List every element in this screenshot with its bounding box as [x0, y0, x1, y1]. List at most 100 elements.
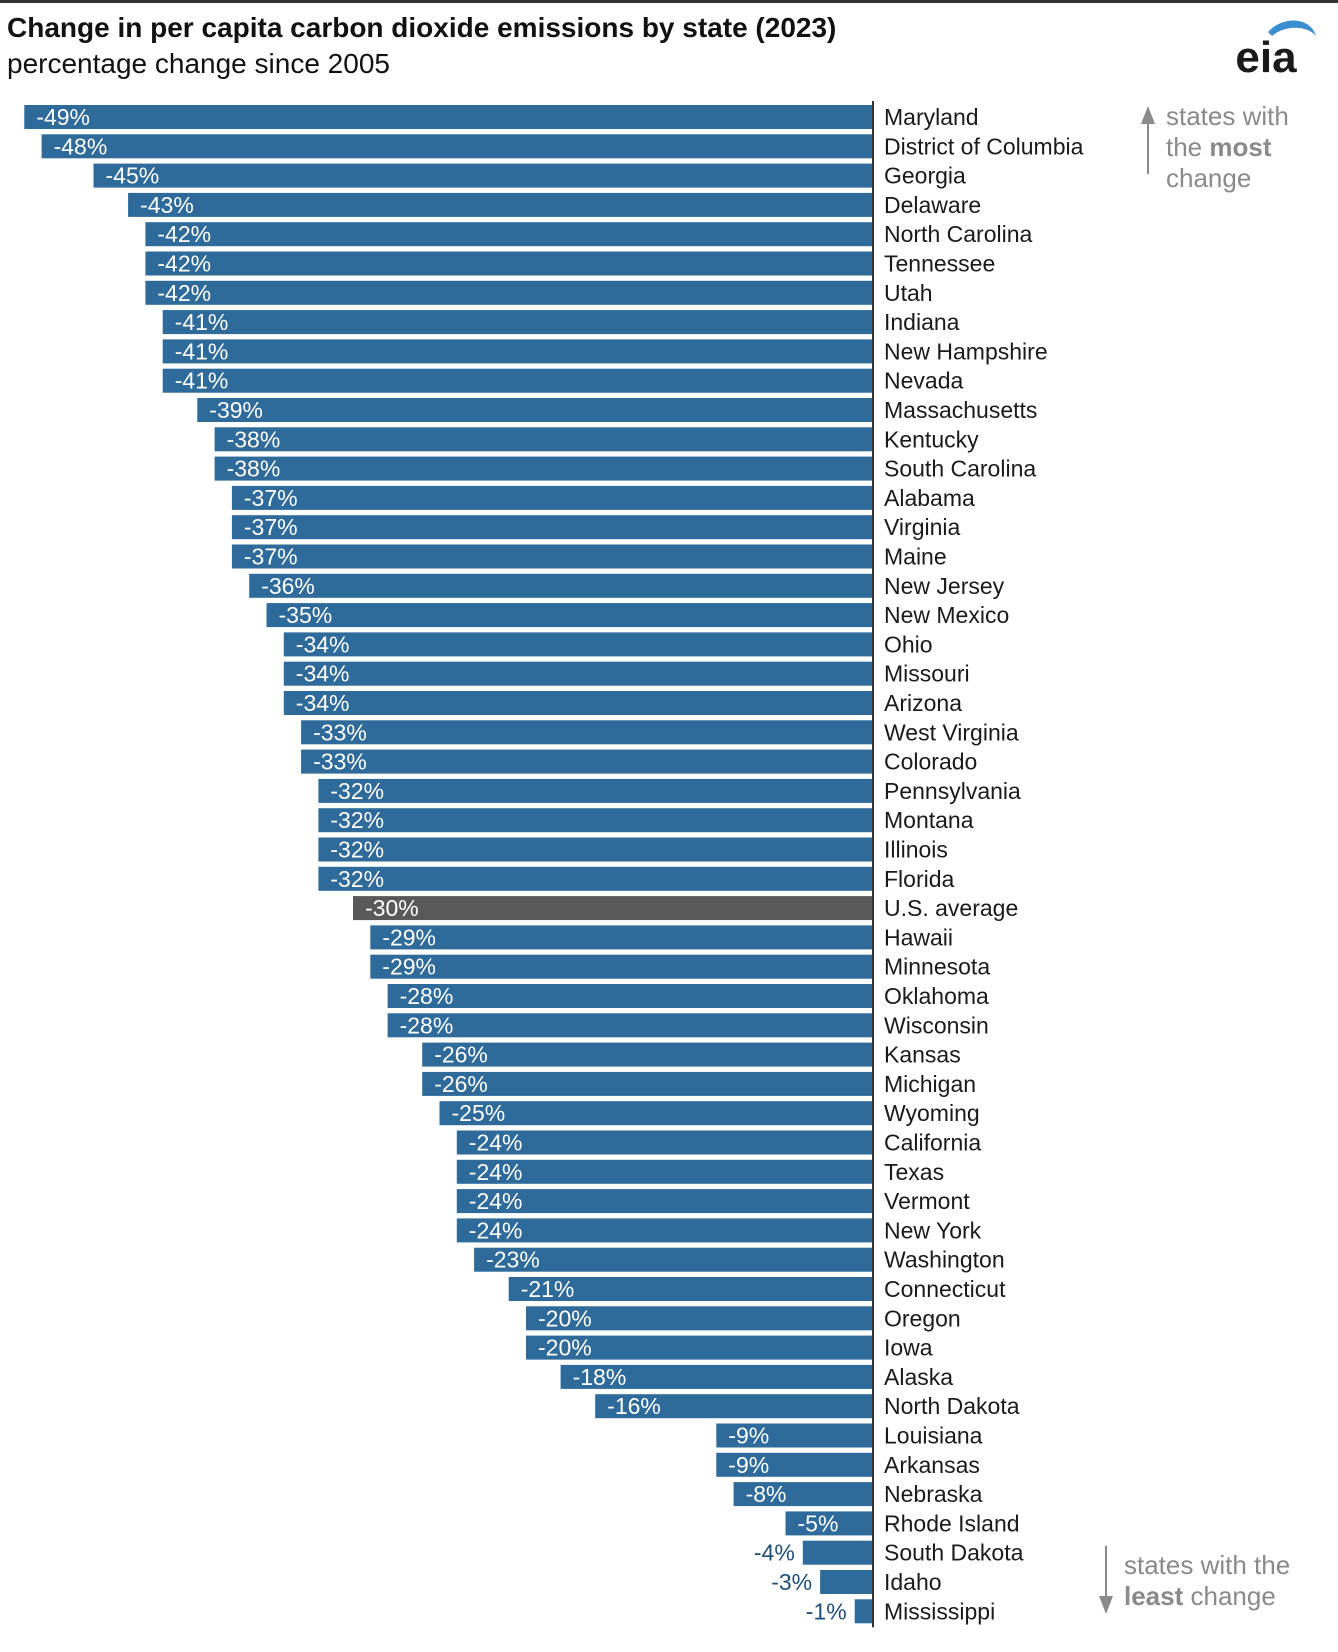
category-label-vermont: Vermont — [884, 1188, 970, 1214]
bar-south-carolina — [214, 456, 873, 481]
category-label-u-s-average: U.S. average — [884, 895, 1018, 921]
category-label-alaska: Alaska — [884, 1364, 953, 1390]
bar-utah — [145, 280, 872, 305]
category-label-ohio: Ohio — [884, 631, 933, 657]
bars-group: -49% Maryland -48% District of Columbia -45%… — [24, 104, 1084, 1624]
bar-north-carolina — [145, 222, 872, 247]
bar-nevada — [162, 368, 872, 393]
bar-tennessee — [145, 251, 872, 276]
value-label-u-s-average: -30% — [365, 895, 419, 921]
value-label-massachusetts: -39% — [209, 397, 263, 423]
bar-indiana — [162, 310, 872, 335]
value-label-rhode-island: -5% — [798, 1510, 839, 1536]
category-label-nebraska: Nebraska — [884, 1481, 983, 1507]
bar-u-s-average — [353, 896, 872, 921]
bar-texas — [456, 1159, 872, 1184]
value-label-delaware: -43% — [140, 192, 194, 218]
note-least-bold: least — [1124, 1581, 1184, 1611]
bar-mississippi — [854, 1599, 872, 1624]
value-label-iowa: -20% — [538, 1335, 592, 1361]
value-label-georgia: -45% — [106, 163, 160, 189]
bar-arkansas — [716, 1452, 872, 1477]
bar-hawaii — [370, 925, 872, 950]
category-label-wyoming: Wyoming — [884, 1100, 980, 1126]
category-label-connecticut: Connecticut — [884, 1276, 1006, 1302]
category-label-arkansas: Arkansas — [884, 1452, 980, 1478]
category-label-michigan: Michigan — [884, 1071, 976, 1097]
value-label-oklahoma: -28% — [400, 983, 454, 1009]
category-label-massachusetts: Massachusetts — [884, 397, 1037, 423]
category-label-north-dakota: North Dakota — [884, 1393, 1020, 1419]
value-label-louisiana: -9% — [728, 1423, 769, 1449]
category-label-north-carolina: North Carolina — [884, 221, 1032, 247]
category-label-indiana: Indiana — [884, 309, 960, 335]
bar-south-dakota — [802, 1540, 872, 1565]
bar-north-dakota — [595, 1394, 872, 1419]
note-least-change: states with the least change — [1124, 1550, 1290, 1612]
value-label-minnesota: -29% — [382, 954, 436, 980]
value-label-north-dakota: -16% — [607, 1393, 661, 1419]
category-label-california: California — [884, 1130, 981, 1156]
bar-alabama — [231, 485, 872, 510]
category-label-utah: Utah — [884, 280, 933, 306]
value-label-arkansas: -9% — [728, 1452, 769, 1478]
value-label-montana: -32% — [330, 807, 384, 833]
bar-wyoming — [439, 1101, 872, 1126]
bar-new-jersey — [249, 573, 872, 598]
value-label-tennessee: -42% — [157, 251, 211, 277]
value-label-pennsylvania: -32% — [330, 778, 384, 804]
bar-georgia — [93, 163, 872, 188]
value-label-wyoming: -25% — [452, 1100, 506, 1126]
category-label-kentucky: Kentucky — [884, 426, 979, 452]
bar-montana — [318, 808, 872, 833]
value-label-idaho: -3% — [771, 1569, 812, 1595]
bar-new-mexico — [266, 603, 872, 628]
value-label-texas: -24% — [469, 1159, 523, 1185]
note-least-line1: states with the — [1124, 1550, 1291, 1580]
category-label-delaware: Delaware — [884, 192, 981, 218]
bar-ohio — [283, 632, 872, 657]
bar-maryland — [24, 105, 873, 129]
value-label-oregon: -20% — [538, 1305, 592, 1331]
value-label-maine: -37% — [244, 544, 298, 570]
bar-new-york — [456, 1218, 872, 1243]
category-label-oklahoma: Oklahoma — [884, 983, 989, 1009]
value-label-ohio: -34% — [296, 631, 350, 657]
bar-alaska — [560, 1364, 872, 1389]
category-label-nevada: Nevada — [884, 368, 963, 394]
value-label-new-jersey: -36% — [261, 573, 315, 599]
category-label-new-mexico: New Mexico — [884, 602, 1009, 628]
chart-subtitle: percentage change since 2005 — [7, 48, 390, 79]
value-label-west-virginia: -33% — [313, 719, 367, 745]
category-label-new-jersey: New Jersey — [884, 573, 1005, 599]
bar-oregon — [526, 1306, 872, 1331]
bar-colorado — [301, 749, 873, 774]
value-label-virginia: -37% — [244, 514, 298, 540]
category-label-south-dakota: South Dakota — [884, 1540, 1024, 1566]
category-label-florida: Florida — [884, 866, 955, 892]
value-label-nebraska: -8% — [746, 1481, 787, 1507]
category-label-new-hampshire: New Hampshire — [884, 338, 1048, 364]
value-label-south-carolina: -38% — [227, 456, 281, 482]
category-label-maryland: Maryland — [884, 104, 979, 130]
value-label-arizona: -34% — [296, 690, 350, 716]
bar-michigan — [422, 1071, 872, 1096]
category-label-minnesota: Minnesota — [884, 954, 990, 980]
value-label-kansas: -26% — [434, 1042, 488, 1068]
category-label-rhode-island: Rhode Island — [884, 1510, 1020, 1536]
category-label-washington: Washington — [884, 1247, 1005, 1273]
category-label-virginia: Virginia — [884, 514, 960, 540]
category-label-west-virginia: West Virginia — [884, 719, 1019, 745]
value-label-indiana: -41% — [175, 309, 229, 335]
category-label-arizona: Arizona — [884, 690, 962, 716]
value-label-florida: -32% — [330, 866, 384, 892]
bar-washington — [474, 1247, 872, 1272]
category-label-illinois: Illinois — [884, 837, 948, 863]
value-label-wisconsin: -28% — [400, 1012, 454, 1038]
category-label-iowa: Iowa — [884, 1335, 933, 1361]
bar-connecticut — [508, 1277, 872, 1301]
value-label-alaska: -18% — [573, 1364, 627, 1390]
category-label-tennessee: Tennessee — [884, 251, 995, 277]
category-label-district-of-columbia: District of Columbia — [884, 133, 1084, 159]
